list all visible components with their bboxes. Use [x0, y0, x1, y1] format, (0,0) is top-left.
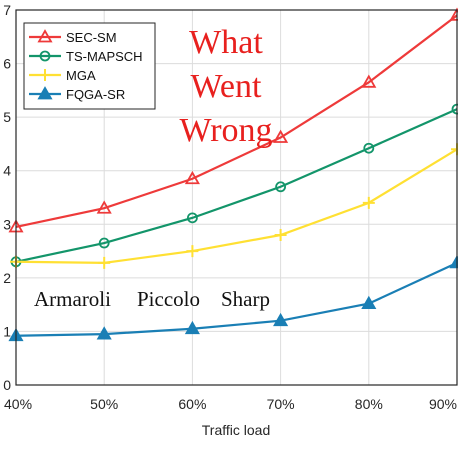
overlay-title: What Went Wrong — [179, 24, 272, 149]
overlay-title-line-3: Wrong — [179, 112, 272, 149]
legend-label: FQGA-SR — [66, 87, 125, 102]
y-tick-label: 4 — [3, 163, 11, 179]
x-tick-label: 90% — [429, 396, 457, 412]
x-tick-label: 50% — [90, 396, 118, 412]
y-tick-label: 7 — [3, 2, 11, 18]
x-tick-label: 80% — [355, 396, 383, 412]
legend: SEC-SM TS-MAPSCH MGA FQGA-SR — [24, 23, 155, 109]
legend-label: TS-MAPSCH — [66, 49, 143, 64]
y-tick-label: 2 — [3, 270, 11, 286]
y-tick-label: 5 — [3, 109, 11, 125]
y-tick-label: 0 — [3, 377, 11, 393]
name-sharp: Sharp — [221, 287, 270, 311]
overlay-title-line-1: What — [189, 24, 263, 61]
y-tick-label: 6 — [3, 56, 11, 72]
legend-label: SEC-SM — [66, 30, 117, 45]
x-tick-label: 60% — [178, 396, 206, 412]
name-piccolo: Piccolo — [137, 287, 200, 311]
x-axis-label: Traffic load — [202, 422, 270, 438]
names-annotation: Armaroli Piccolo Sharp — [34, 287, 270, 311]
name-armaroli: Armaroli — [34, 287, 111, 311]
legend-label: MGA — [66, 68, 96, 83]
overlay-title-line-2: Went — [191, 68, 262, 105]
y-tick-label: 1 — [3, 323, 11, 339]
x-tick-label: 70% — [267, 396, 295, 412]
x-tick-label: 40% — [4, 396, 32, 412]
y-tick-label: 3 — [3, 216, 11, 232]
